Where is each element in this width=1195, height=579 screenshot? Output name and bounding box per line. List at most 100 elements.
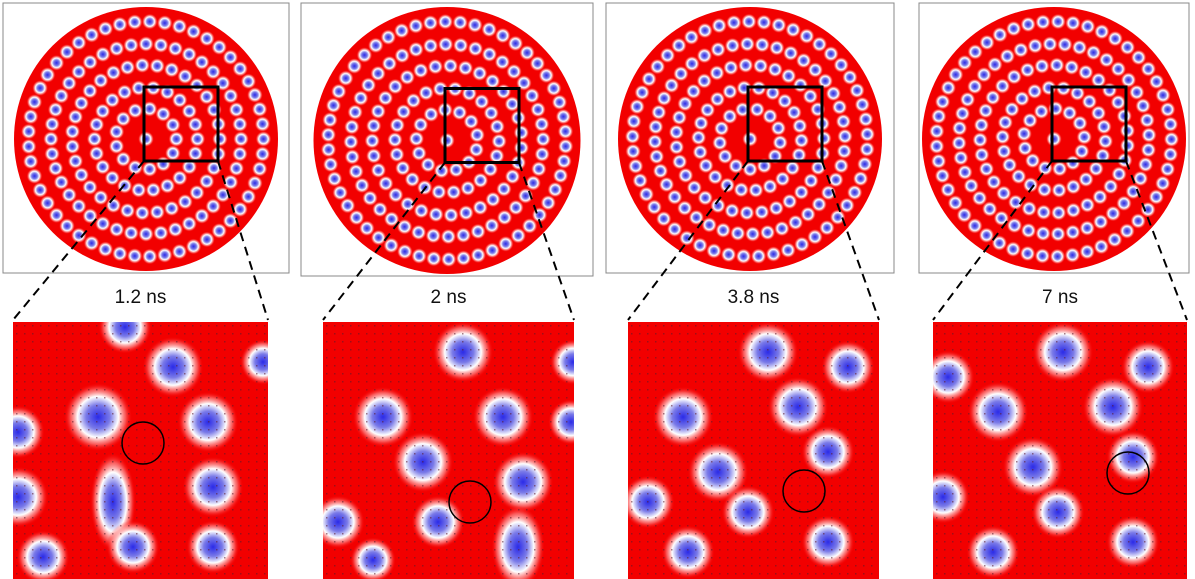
skyrmion bbox=[32, 182, 48, 198]
skyrmion bbox=[1065, 224, 1081, 240]
skyrmion bbox=[1027, 83, 1043, 99]
skyrmion bbox=[952, 120, 968, 136]
skyrmion bbox=[112, 246, 128, 262]
skyrmion bbox=[724, 38, 740, 54]
skyrmion bbox=[413, 203, 429, 219]
skyrmion bbox=[247, 175, 263, 191]
skyrmion bbox=[467, 17, 483, 33]
skyrmion bbox=[754, 204, 770, 220]
skyrmion bbox=[648, 119, 664, 135]
skyrmion bbox=[457, 60, 473, 76]
skyrmion bbox=[1042, 36, 1058, 52]
skyrmion bbox=[1020, 16, 1036, 32]
skyrmion bbox=[632, 173, 648, 189]
skyrmion bbox=[710, 41, 726, 57]
skyrmion bbox=[825, 85, 841, 101]
skyrmion bbox=[138, 36, 154, 52]
skyrmion bbox=[629, 99, 645, 115]
skyrmion bbox=[97, 241, 113, 257]
skyrmion bbox=[23, 109, 39, 125]
skyrmion bbox=[1072, 39, 1088, 55]
skyrmion bbox=[557, 123, 573, 139]
skyrmion bbox=[347, 104, 363, 120]
skyrmion bbox=[127, 248, 143, 264]
skyrmion bbox=[745, 226, 761, 242]
skyrmion bbox=[1138, 157, 1154, 173]
skyrmion bbox=[934, 168, 950, 184]
skyrmion bbox=[771, 17, 787, 33]
skyrmion bbox=[551, 94, 567, 110]
skyrmion bbox=[426, 251, 442, 267]
skyrmion bbox=[64, 138, 80, 154]
skyrmion bbox=[774, 221, 790, 237]
skyrmion bbox=[754, 37, 770, 53]
spin-grid bbox=[323, 322, 574, 579]
skyrmion bbox=[21, 139, 37, 155]
skyrmion bbox=[739, 205, 755, 221]
skyrmion bbox=[127, 14, 143, 30]
skyrmion bbox=[73, 167, 89, 183]
skyrmion bbox=[48, 160, 64, 176]
figure: 1.2 ns2 ns3.8 ns7 ns bbox=[0, 0, 1195, 579]
skyrmion bbox=[628, 158, 644, 174]
skyrmion bbox=[1033, 103, 1049, 119]
skyrmion bbox=[1046, 131, 1062, 147]
skyrmion bbox=[625, 128, 641, 144]
skyrmion bbox=[1155, 87, 1171, 103]
skyrmion bbox=[1049, 57, 1065, 73]
skyrmion bbox=[652, 163, 668, 179]
skyrmion bbox=[534, 146, 550, 162]
skyrmion bbox=[112, 16, 128, 32]
skyrmion bbox=[364, 133, 380, 149]
skyrmion bbox=[408, 131, 424, 147]
skyrmion bbox=[625, 143, 641, 159]
skyrmion bbox=[142, 14, 158, 30]
skyrmion bbox=[1120, 138, 1136, 154]
skyrmion bbox=[171, 244, 187, 260]
skyrmion bbox=[23, 153, 39, 169]
skyrmion bbox=[484, 242, 500, 258]
skyrmion bbox=[1051, 205, 1067, 221]
skyrmion bbox=[1074, 143, 1090, 159]
skyrmion bbox=[953, 150, 969, 166]
skyrmion bbox=[489, 119, 505, 135]
skyrmion bbox=[832, 99, 848, 115]
skyrmion bbox=[438, 36, 454, 52]
skyrmion bbox=[206, 102, 222, 118]
spin-grid bbox=[933, 322, 1187, 579]
skyrmion bbox=[513, 125, 529, 141]
skyrmion bbox=[626, 113, 642, 129]
skyrmion bbox=[255, 116, 271, 132]
skyrmion bbox=[423, 38, 439, 54]
zoom-view bbox=[311, 322, 595, 579]
skyrmion bbox=[228, 160, 244, 176]
skyrmion bbox=[1052, 161, 1068, 177]
skyrmion bbox=[847, 184, 863, 200]
skyrmion bbox=[481, 21, 497, 37]
skyrmion bbox=[951, 135, 967, 151]
skyrmion bbox=[344, 119, 360, 135]
skyrmion bbox=[723, 60, 739, 76]
skyrmion bbox=[109, 221, 125, 237]
skyrmion bbox=[706, 243, 722, 259]
skyrmion bbox=[458, 205, 474, 221]
skyrmion bbox=[973, 117, 989, 133]
skyrmion bbox=[344, 149, 360, 165]
skyrmion bbox=[691, 130, 707, 146]
skyrmion bbox=[1140, 142, 1156, 158]
skyrmion bbox=[442, 58, 458, 74]
skyrmion bbox=[327, 171, 343, 187]
skyrmion bbox=[408, 18, 424, 34]
skyrmion bbox=[134, 205, 150, 221]
skyrmion bbox=[411, 248, 427, 264]
skyrmion bbox=[64, 124, 80, 140]
skyrmion bbox=[756, 14, 772, 30]
skyrmion bbox=[247, 87, 263, 103]
panels: 1.2 ns2 ns3.8 ns7 ns bbox=[0, 3, 1189, 579]
skyrmion bbox=[394, 23, 410, 39]
skyrmion bbox=[556, 153, 572, 169]
skyrmion bbox=[321, 142, 337, 158]
skyrmion bbox=[1135, 98, 1151, 114]
skyrmion bbox=[849, 82, 865, 98]
skyrmion bbox=[27, 168, 43, 184]
